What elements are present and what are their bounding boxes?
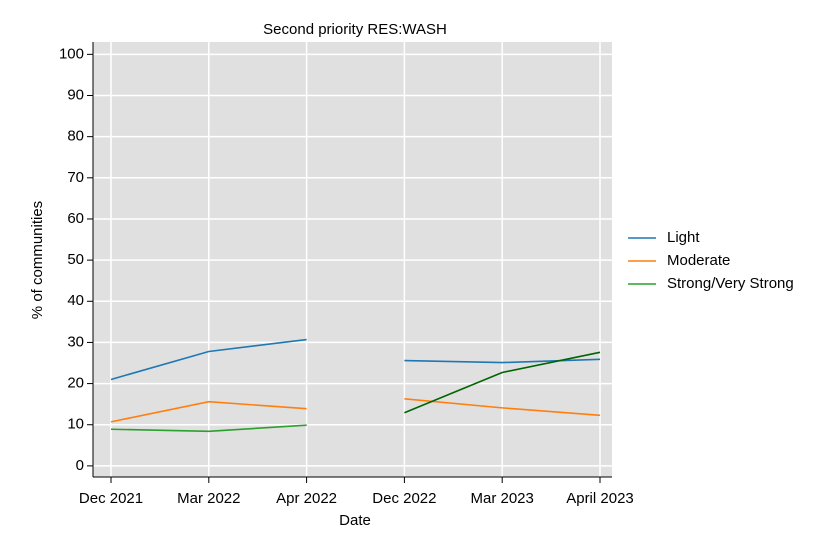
data-line bbox=[404, 351, 601, 414]
data-line bbox=[404, 358, 601, 364]
y-tick-label: 60 bbox=[67, 210, 84, 227]
legend-label: Moderate bbox=[667, 252, 730, 269]
legend-label: Light bbox=[667, 229, 700, 246]
x-tick-label: Dec 2022 bbox=[372, 490, 436, 507]
x-tick-label: Mar 2022 bbox=[177, 490, 240, 507]
x-tick-label: Dec 2021 bbox=[79, 490, 143, 507]
y-tick-label: 80 bbox=[67, 128, 84, 145]
chart-title: Second priority RES:WASH bbox=[263, 21, 447, 38]
legend-label: Strong/Very Strong bbox=[667, 275, 794, 292]
y-tick-label: 20 bbox=[67, 375, 84, 392]
y-tick-label: 50 bbox=[67, 251, 84, 268]
x-tick-label: Mar 2023 bbox=[471, 490, 534, 507]
data-line bbox=[110, 424, 307, 433]
y-tick-label: 70 bbox=[67, 169, 84, 186]
data-line bbox=[404, 398, 601, 417]
y-tick-label: 90 bbox=[67, 86, 84, 103]
y-tick-label: 0 bbox=[76, 457, 84, 474]
y-tick-label: 10 bbox=[67, 416, 84, 433]
x-tick-label: April 2023 bbox=[566, 490, 634, 507]
data-line bbox=[110, 400, 307, 423]
y-tick-label: 40 bbox=[67, 292, 84, 309]
data-line bbox=[110, 338, 307, 381]
y-axis-label: % of communities bbox=[29, 201, 46, 319]
y-tick-label: 30 bbox=[67, 333, 84, 350]
y-tick-label: 100 bbox=[59, 45, 84, 62]
x-axis-label: Date bbox=[339, 512, 371, 529]
x-tick-label: Apr 2022 bbox=[276, 490, 337, 507]
